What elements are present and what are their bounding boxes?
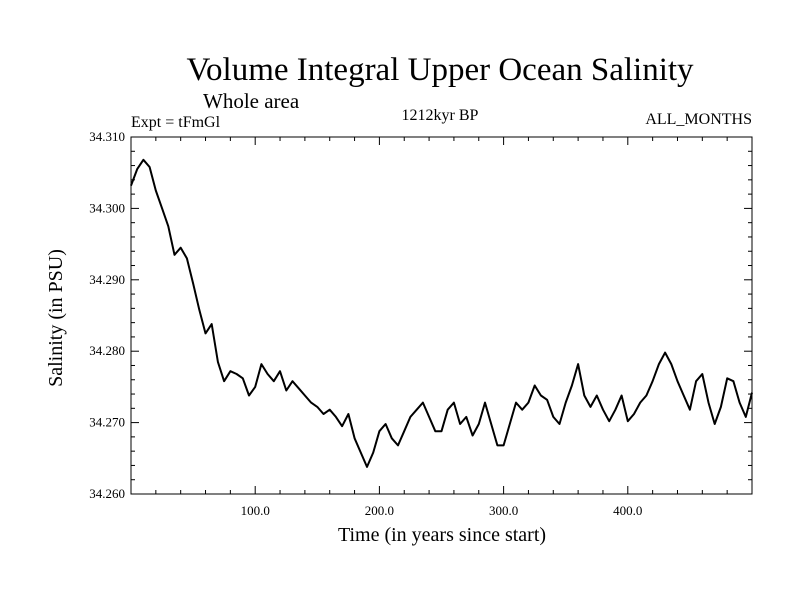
y-tick-label: 34.260: [89, 486, 125, 501]
y-tick-label: 34.270: [89, 415, 125, 430]
x-tick-label: 400.0: [613, 503, 642, 518]
x-tick-label: 200.0: [365, 503, 394, 518]
y-tick-label: 34.280: [89, 343, 125, 358]
x-tick-label: 100.0: [241, 503, 270, 518]
chart-subtitle: Whole area: [203, 89, 300, 113]
y-tick-label: 34.290: [89, 272, 125, 287]
x-axis: 100.0 200.0 300.0 400.0: [155, 137, 728, 518]
y-tick-label: 34.310: [89, 129, 125, 144]
y-axis-label: Salinity (in PSU): [45, 249, 67, 387]
plot-area: [130, 136, 753, 495]
y-axis: 34.260 34.270 34.280 34.290 34.300 34.310: [89, 129, 752, 501]
experiment-label: Expt = tFmGl: [131, 114, 221, 131]
plot-frame: [130, 136, 753, 495]
x-tick-label: 300.0: [489, 503, 518, 518]
months-label: ALL_MONTHS: [645, 111, 752, 128]
series-line-salinity: [130, 158, 753, 468]
period-label: 1212kyr BP: [402, 107, 479, 124]
x-axis-label: Time (in years since start): [338, 524, 546, 546]
chart-title: Volume Integral Upper Ocean Salinity: [186, 52, 694, 88]
y-tick-label: 34.300: [89, 200, 125, 215]
